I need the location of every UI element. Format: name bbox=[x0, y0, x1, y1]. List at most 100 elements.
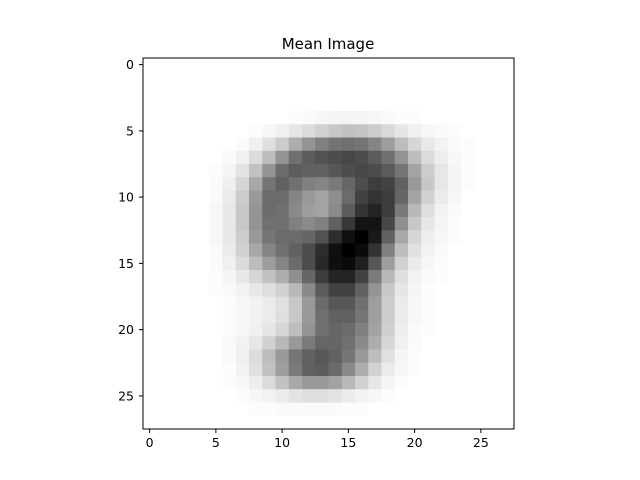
heatmap-cell bbox=[355, 296, 369, 311]
heatmap-cell bbox=[169, 415, 184, 430]
heatmap-cell bbox=[196, 415, 210, 430]
heatmap-cell bbox=[275, 164, 290, 178]
heatmap-cell bbox=[315, 97, 329, 112]
heatmap-cell bbox=[447, 84, 462, 99]
heatmap-cell bbox=[487, 283, 502, 297]
heatmap-cell bbox=[394, 58, 409, 72]
heatmap-cell bbox=[447, 164, 462, 178]
heatmap-cell bbox=[262, 349, 276, 364]
heatmap-cell bbox=[288, 362, 303, 377]
heatmap-cell bbox=[169, 203, 184, 218]
heatmap-cell bbox=[222, 230, 237, 244]
heatmap-cell bbox=[288, 415, 303, 430]
heatmap-cell bbox=[143, 164, 157, 178]
heatmap-cell bbox=[143, 190, 157, 205]
heatmap-cell bbox=[461, 349, 475, 364]
heatmap-cell bbox=[487, 124, 502, 138]
heatmap-cell bbox=[328, 309, 343, 324]
heatmap-cell bbox=[408, 376, 422, 390]
heatmap-cell bbox=[288, 150, 303, 165]
heatmap-cell bbox=[235, 150, 250, 165]
heatmap-cell bbox=[328, 402, 343, 417]
heatmap-cell bbox=[222, 124, 237, 138]
heatmap-cell bbox=[381, 402, 396, 417]
heatmap-cell bbox=[169, 150, 184, 165]
heatmap-cell bbox=[355, 124, 369, 138]
heatmap-cell bbox=[381, 296, 396, 311]
heatmap-cell bbox=[249, 389, 263, 403]
heatmap-cell bbox=[474, 415, 488, 430]
heatmap-cell bbox=[394, 376, 409, 390]
heatmap-cell bbox=[156, 84, 170, 99]
heatmap-cell bbox=[275, 323, 290, 337]
heatmap-cell bbox=[169, 402, 184, 417]
heatmap-cell bbox=[209, 323, 223, 337]
heatmap-cell bbox=[447, 97, 462, 112]
heatmap-cell bbox=[341, 376, 356, 390]
heatmap-cell bbox=[156, 415, 170, 430]
heatmap-cell bbox=[434, 71, 449, 85]
heatmap-cell bbox=[275, 389, 290, 403]
heatmap-cell bbox=[368, 402, 382, 417]
heatmap-cell bbox=[328, 71, 343, 85]
heatmap-cell bbox=[222, 376, 237, 390]
heatmap-cell bbox=[288, 97, 303, 112]
heatmap-cell bbox=[355, 336, 369, 350]
heatmap-cell bbox=[302, 217, 316, 231]
heatmap-cell bbox=[209, 283, 223, 297]
heatmap-cell bbox=[156, 256, 170, 271]
heatmap-cell bbox=[262, 270, 276, 284]
heatmap-cell bbox=[222, 71, 237, 85]
heatmap-cell bbox=[156, 124, 170, 138]
heatmap-cell bbox=[235, 296, 250, 311]
heatmap-cell bbox=[235, 243, 250, 258]
heatmap-cell bbox=[143, 217, 157, 231]
heatmap-cell bbox=[209, 137, 223, 152]
heatmap-cell bbox=[434, 97, 449, 112]
x-tick-label: 15 bbox=[340, 435, 356, 450]
heatmap-cell bbox=[341, 190, 356, 205]
heatmap-cell bbox=[275, 402, 290, 417]
heatmap-cell bbox=[196, 124, 210, 138]
heatmap-cell bbox=[222, 217, 237, 231]
heatmap-cell bbox=[447, 283, 462, 297]
heatmap-cell bbox=[381, 323, 396, 337]
heatmap-cell bbox=[262, 84, 276, 99]
heatmap-cell bbox=[421, 203, 435, 218]
heatmap-cell bbox=[394, 283, 409, 297]
heatmap-cell bbox=[474, 402, 488, 417]
heatmap-cell bbox=[368, 362, 382, 377]
heatmap-cell bbox=[368, 296, 382, 311]
heatmap-cell bbox=[182, 270, 197, 284]
heatmap-cell bbox=[474, 58, 488, 72]
heatmap-cell bbox=[288, 243, 303, 258]
heatmap-cell bbox=[408, 177, 422, 191]
heatmap-cell bbox=[487, 323, 502, 337]
heatmap-cell bbox=[461, 217, 475, 231]
heatmap-cell bbox=[474, 177, 488, 191]
heatmap-cell bbox=[394, 389, 409, 403]
heatmap-cell bbox=[156, 217, 170, 231]
heatmap-cell bbox=[209, 71, 223, 85]
heatmap-cell bbox=[447, 389, 462, 403]
heatmap-cell bbox=[341, 84, 356, 99]
heatmap-cell bbox=[315, 376, 329, 390]
heatmap-cell bbox=[143, 137, 157, 152]
heatmap-cell bbox=[447, 376, 462, 390]
heatmap-cell bbox=[500, 124, 515, 138]
heatmap-cell bbox=[487, 217, 502, 231]
heatmap-cell bbox=[368, 243, 382, 258]
heatmap-cell bbox=[368, 97, 382, 112]
heatmap-cell bbox=[156, 243, 170, 258]
heatmap-cell bbox=[487, 336, 502, 350]
heatmap-cell bbox=[500, 243, 515, 258]
heatmap-cell bbox=[169, 283, 184, 297]
heatmap-cell bbox=[500, 111, 515, 125]
heatmap-cell bbox=[474, 190, 488, 205]
heatmap-cell bbox=[447, 124, 462, 138]
heatmap-cell bbox=[235, 415, 250, 430]
heatmap-cell bbox=[474, 376, 488, 390]
heatmap-cell bbox=[143, 336, 157, 350]
heatmap-cell bbox=[222, 84, 237, 99]
heatmap-cell bbox=[447, 230, 462, 244]
